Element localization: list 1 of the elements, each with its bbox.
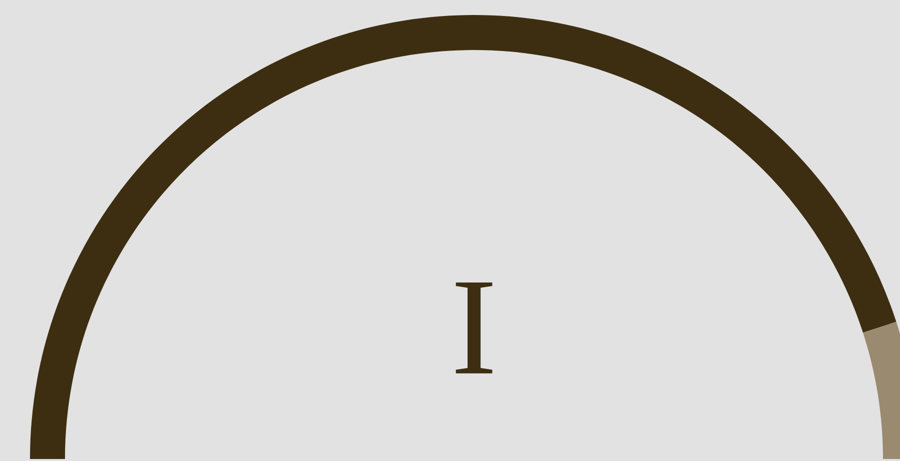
text: I bbox=[456, 282, 492, 374]
